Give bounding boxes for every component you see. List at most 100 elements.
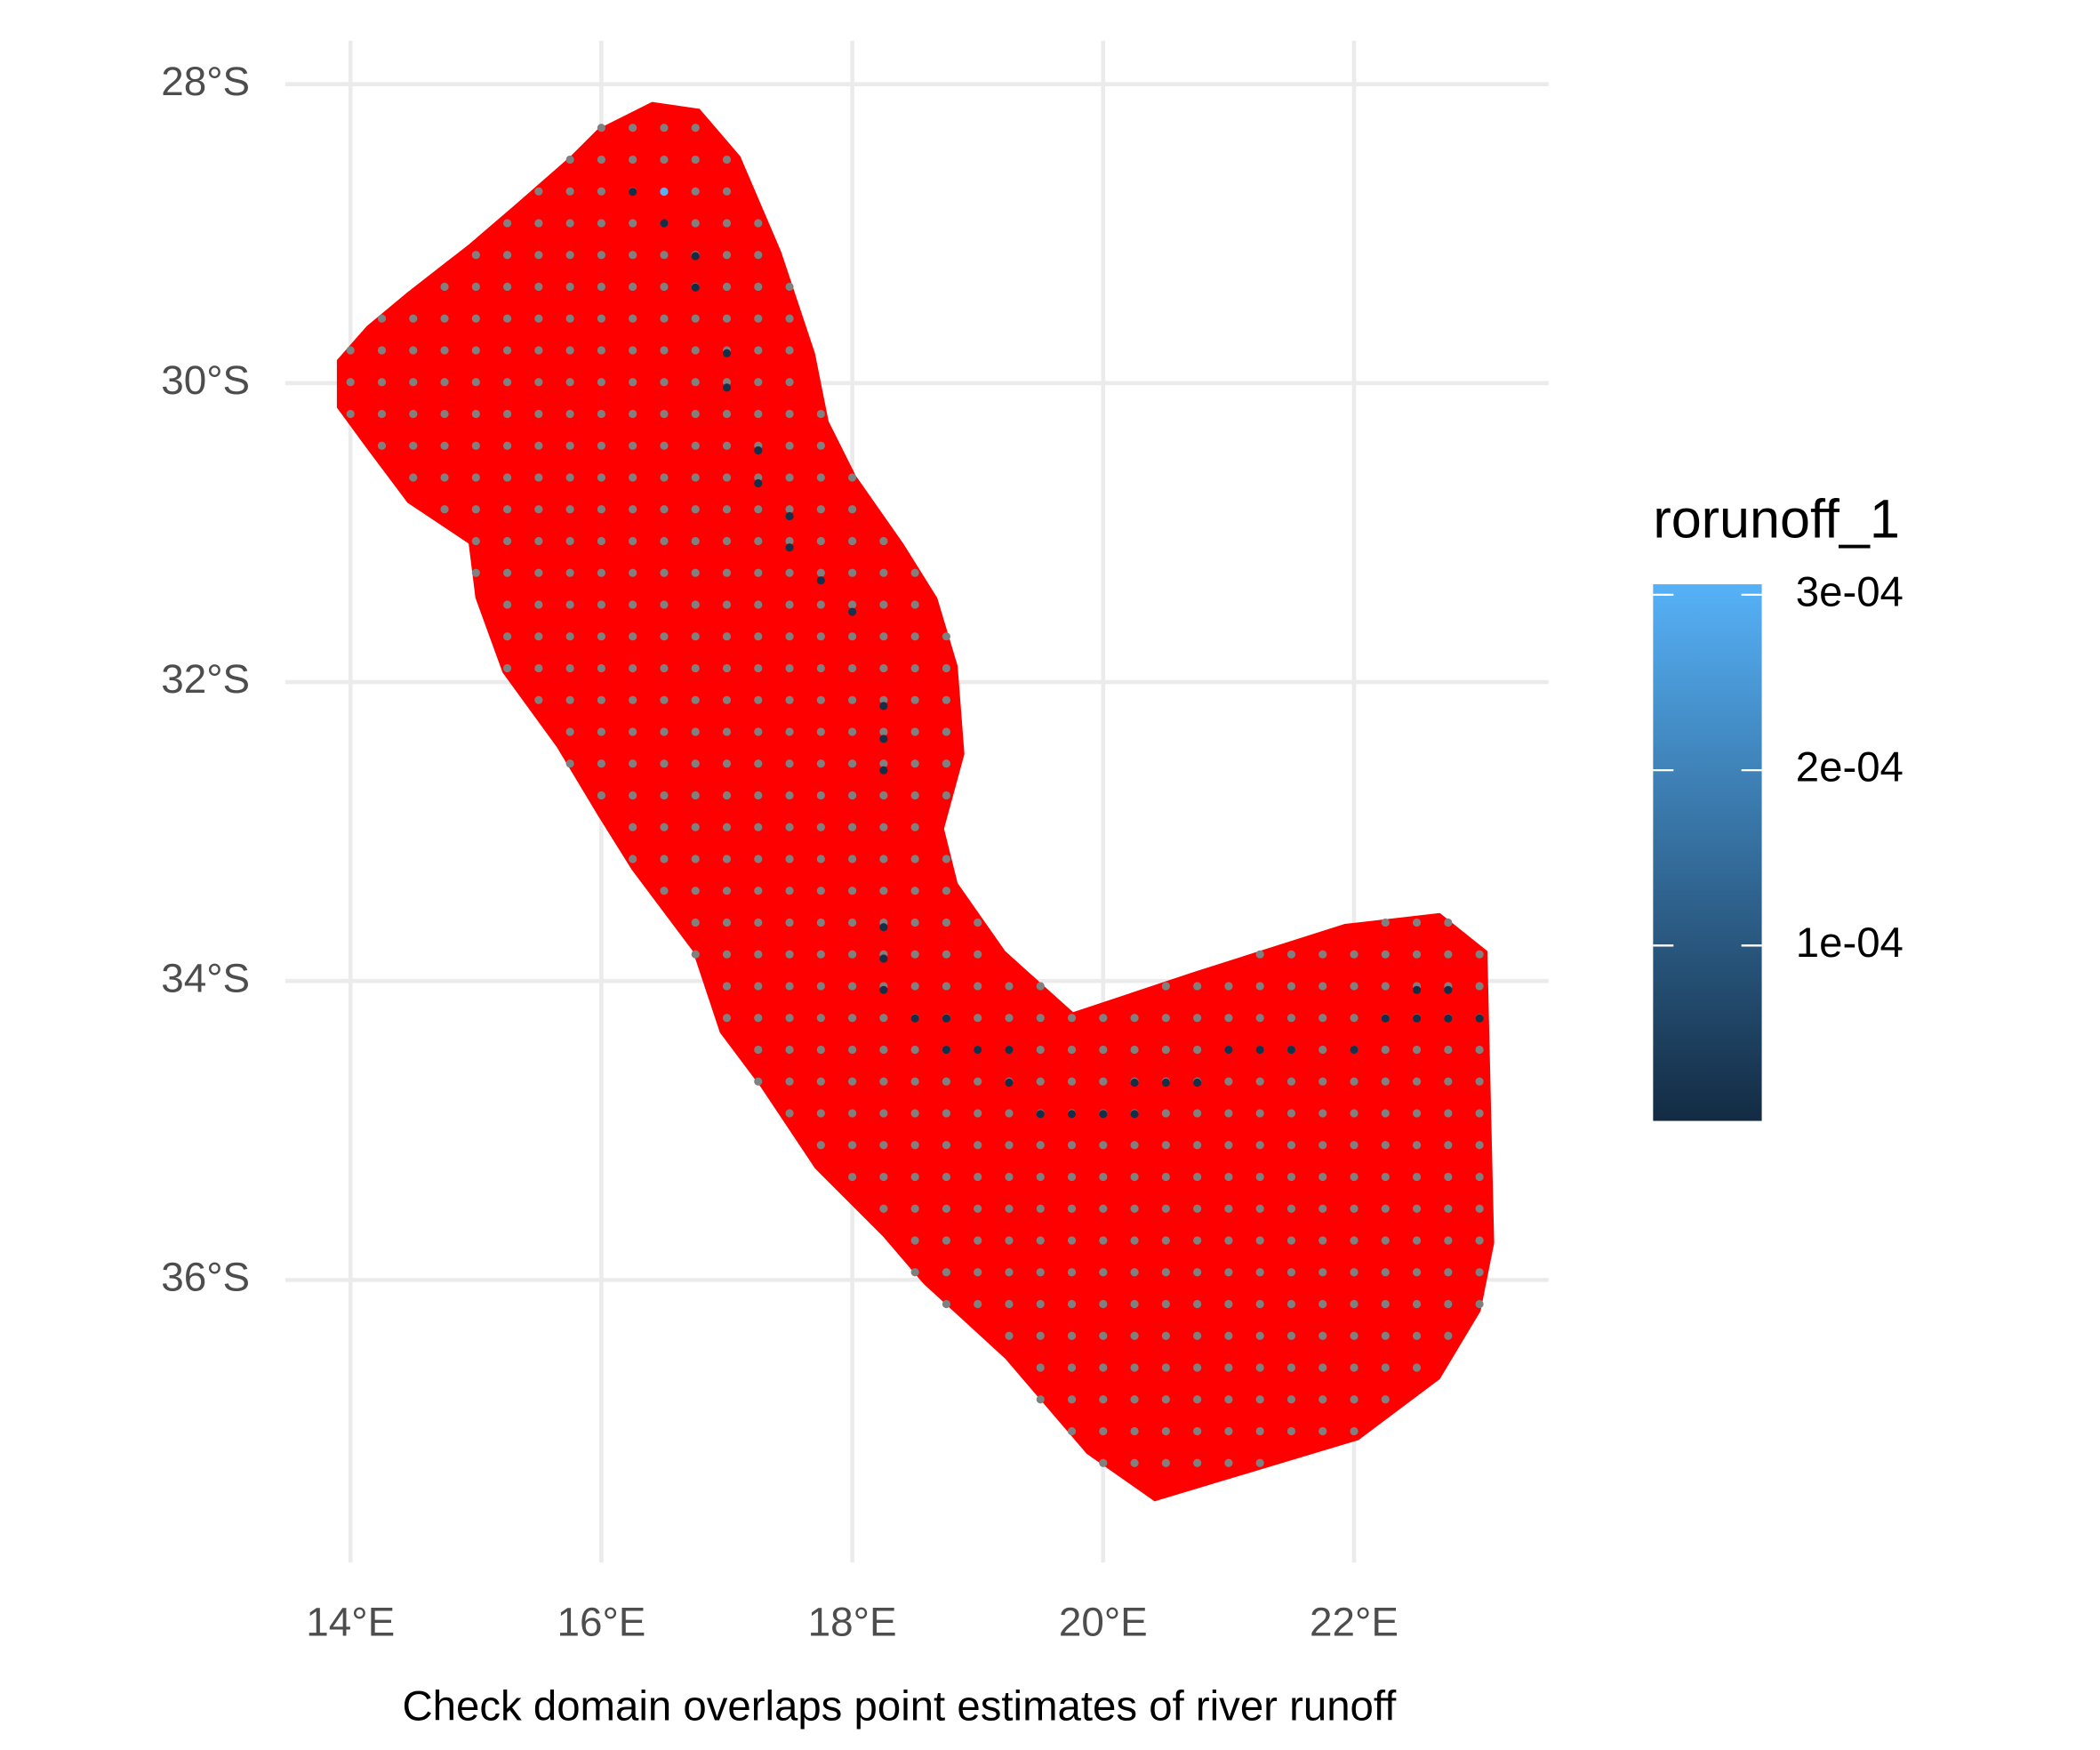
na-point bbox=[629, 632, 637, 641]
na-point bbox=[534, 632, 543, 641]
na-point bbox=[1130, 1299, 1139, 1309]
na-point bbox=[754, 568, 763, 577]
na-point bbox=[1381, 1363, 1390, 1372]
na-point bbox=[816, 759, 825, 768]
na-point bbox=[691, 759, 700, 768]
y-tick-label: 34°S bbox=[161, 955, 250, 1000]
na-point bbox=[1255, 1331, 1264, 1340]
na-point bbox=[691, 600, 700, 609]
na-point bbox=[942, 1109, 951, 1118]
na-point bbox=[1381, 1331, 1390, 1340]
na-point bbox=[1193, 1109, 1202, 1118]
na-point bbox=[816, 950, 825, 959]
na-point bbox=[1412, 950, 1422, 959]
na-point bbox=[785, 632, 794, 641]
na-point bbox=[377, 346, 387, 355]
point bbox=[1412, 985, 1422, 994]
na-point bbox=[1224, 1458, 1233, 1467]
na-point bbox=[660, 568, 669, 577]
point bbox=[1099, 1110, 1108, 1119]
na-point bbox=[1412, 1204, 1422, 1213]
na-point bbox=[1067, 1268, 1077, 1277]
na-point bbox=[534, 378, 543, 387]
point bbox=[1161, 1078, 1170, 1088]
na-point bbox=[1193, 1331, 1202, 1340]
na-point bbox=[660, 759, 669, 768]
na-point bbox=[754, 791, 763, 800]
na-point bbox=[754, 409, 763, 419]
point bbox=[1255, 1045, 1264, 1055]
na-point bbox=[1036, 1172, 1045, 1182]
point bbox=[722, 383, 732, 392]
na-point bbox=[910, 1236, 919, 1245]
na-point bbox=[1319, 950, 1327, 959]
na-point bbox=[974, 1268, 982, 1277]
na-point bbox=[754, 632, 763, 641]
na-point bbox=[1381, 1204, 1390, 1213]
na-point bbox=[1444, 950, 1453, 959]
na-point bbox=[848, 855, 857, 863]
na-point bbox=[848, 695, 857, 704]
na-point bbox=[816, 823, 825, 831]
na-point bbox=[754, 282, 763, 292]
na-point bbox=[722, 855, 732, 863]
na-point bbox=[1286, 1331, 1296, 1340]
na-point bbox=[471, 505, 480, 514]
na-point bbox=[1381, 982, 1390, 991]
na-point bbox=[785, 536, 794, 546]
na-point bbox=[1286, 950, 1296, 959]
na-point bbox=[597, 346, 605, 355]
na-point bbox=[1444, 1268, 1453, 1277]
na-point bbox=[1067, 1299, 1077, 1309]
na-point bbox=[785, 982, 794, 991]
na-point bbox=[691, 918, 700, 927]
na-point bbox=[1319, 1014, 1327, 1023]
na-point bbox=[597, 505, 605, 514]
na-point bbox=[503, 378, 512, 387]
na-point bbox=[691, 536, 700, 546]
na-point bbox=[1381, 1236, 1390, 1245]
na-point bbox=[910, 887, 919, 895]
na-point bbox=[691, 505, 700, 514]
na-point bbox=[629, 251, 637, 260]
na-point bbox=[722, 1014, 732, 1023]
na-point bbox=[346, 378, 355, 387]
na-point bbox=[1286, 1426, 1296, 1436]
na-point bbox=[1255, 1141, 1264, 1150]
na-point bbox=[1319, 1299, 1327, 1309]
na-point bbox=[1412, 1172, 1422, 1182]
na-point bbox=[1444, 1299, 1453, 1309]
na-point bbox=[1444, 1077, 1453, 1086]
na-point bbox=[1224, 1299, 1233, 1309]
na-point bbox=[816, 1141, 825, 1150]
na-point bbox=[879, 727, 888, 736]
na-point bbox=[1130, 1331, 1139, 1340]
na-point bbox=[1067, 1236, 1077, 1245]
na-point bbox=[754, 823, 763, 831]
na-point bbox=[785, 568, 794, 577]
na-point bbox=[879, 695, 888, 704]
na-point bbox=[1475, 1236, 1484, 1245]
na-point bbox=[848, 663, 857, 673]
na-point bbox=[1193, 1204, 1202, 1213]
na-point bbox=[691, 441, 700, 450]
na-point bbox=[1350, 1268, 1359, 1277]
na-point bbox=[722, 632, 732, 641]
na-point bbox=[1319, 982, 1327, 991]
na-point bbox=[942, 1141, 951, 1150]
na-point bbox=[503, 219, 512, 228]
na-point bbox=[1193, 1268, 1202, 1277]
na-point bbox=[754, 1077, 763, 1086]
na-point bbox=[754, 378, 763, 387]
na-point bbox=[1224, 1236, 1233, 1245]
na-point bbox=[722, 663, 732, 673]
na-point bbox=[1255, 982, 1264, 991]
na-point bbox=[503, 505, 512, 514]
na-point bbox=[816, 441, 825, 450]
na-point bbox=[1193, 1426, 1202, 1436]
na-point bbox=[503, 409, 512, 419]
na-point bbox=[1005, 1331, 1014, 1340]
na-point bbox=[722, 823, 732, 831]
na-point bbox=[534, 695, 543, 704]
